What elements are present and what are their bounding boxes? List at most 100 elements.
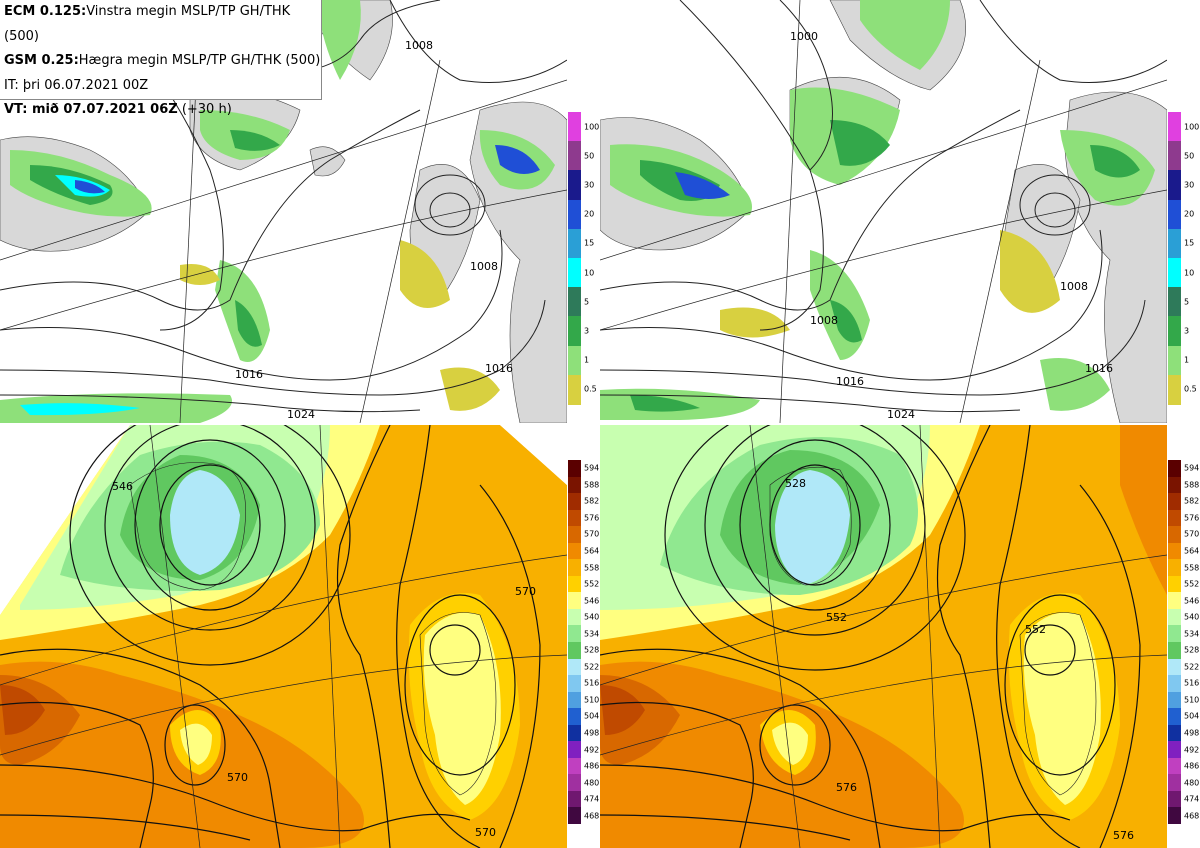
colorbar-label: 498 [1184,728,1200,738]
colorbar-label: 10 [584,268,595,278]
colorbar-label: 480 [1184,778,1200,788]
colorbar-swatch [568,675,581,693]
colorbar-label: 50 [584,151,595,161]
colorbar-swatch [1168,741,1181,759]
colorbar-swatch [568,199,581,230]
colorbar-label: 498 [584,728,600,738]
colorbar-swatch [568,575,581,593]
forecast-info-box: ECM 0.125:Vinstra megin MSLP/TP GH/THK (… [0,0,322,117]
colorbar-swatch [568,642,581,659]
colorbar-label: 10 [1184,268,1195,278]
ecm-500hpa-thickness-map: 546 570 570 570 [0,425,567,848]
colorbar-swatch [1168,258,1181,288]
colorbar-swatch [568,287,581,318]
colorbar-swatch [568,316,581,347]
colorbar-label: 552 [584,579,600,589]
colorbar-swatch [1168,509,1181,527]
colorbar-swatch [568,691,581,709]
colorbar-swatch [1168,493,1181,511]
bl-thickness-label: 546 [112,480,133,493]
colorbar-label: 20 [1184,209,1195,219]
colorbar-label: 540 [1184,612,1200,622]
colorbar-label: 540 [584,612,600,622]
colorbar-label: 528 [1184,645,1200,655]
colorbar-label: 492 [584,745,600,755]
colorbar-label: 558 [584,563,600,573]
colorbar-label: 486 [1184,761,1200,771]
colorbar-label: 564 [1184,546,1200,556]
colorbar-label: 30 [1184,180,1195,190]
colorbar-label: 474 [584,794,600,804]
colorbar-swatch [568,258,581,288]
colorbar-label: 522 [584,662,600,672]
colorbar-swatch [1168,112,1181,142]
colorbar-label: 576 [1184,513,1200,523]
valid-time: VT: mið 07.07.2021 06Z [4,102,178,117]
colorbar-swatch [568,774,581,792]
colorbar-label: 504 [584,711,600,721]
colorbar-swatch [568,141,581,172]
colorbar-label: 0.5 [584,384,597,394]
colorbar-swatch [568,559,581,577]
colorbar-label: 522 [1184,662,1200,672]
colorbar-label: 468 [584,811,600,821]
colorbar-label: 558 [1184,563,1200,573]
colorbar-label: 570 [1184,529,1200,539]
ecm-mslp-precip-map: 1008 1016 1008 1016 1024 ECM 0.125:Vinst… [0,0,567,423]
br-thickness-label: 576 [836,781,857,794]
colorbar-swatch [568,658,581,676]
colorbar-swatch [1168,374,1181,405]
colorbar-label: 528 [584,645,600,655]
br-thickness-label: 552 [1025,623,1046,636]
colorbar-swatch [568,790,581,808]
colorbar-swatch [1168,228,1181,259]
colorbar-swatch [1168,675,1181,693]
colorbar-label: 492 [1184,745,1200,755]
colorbar-swatch [568,526,581,544]
colorbar-label: 486 [584,761,600,771]
colorbar-label: 30 [584,180,595,190]
colorbar-swatch [1168,575,1181,593]
colorbar-label: 576 [584,513,600,523]
colorbar-swatch [568,374,581,405]
colorbar-swatch [1168,316,1181,347]
colorbar-swatch [1168,199,1181,230]
tr-isobar-label: 1008 [1060,280,1088,293]
colorbar-label: 570 [584,529,600,539]
tr-isobar-label: 1016 [1085,362,1113,375]
colorbar-swatch [1168,526,1181,544]
colorbar-swatch [1168,774,1181,792]
tr-isobar-label: 1000 [790,30,818,43]
bl-thickness-label: 570 [227,771,248,784]
ecm-model-label: ECM 0.125: [4,4,87,19]
colorbar-swatch [1168,807,1181,825]
colorbar-swatch [1168,559,1181,577]
colorbar-swatch [568,708,581,726]
colorbar-swatch [568,724,581,742]
tr-isobar-label: 1008 [810,314,838,327]
tl-isobar-label: 1016 [235,368,263,381]
ecm-description: Vinstra megin MSLP/TP GH/THK (500) [4,4,291,44]
br-thickness-label: 528 [785,477,806,490]
bl-thickness-label: 570 [475,826,496,839]
colorbar-label: 480 [584,778,600,788]
gsm-mslp-precip-map: 1000 1008 1016 1008 1016 1024 [600,0,1167,423]
colorbar-swatch [568,460,581,477]
colorbar-swatch [568,345,581,376]
colorbar-label: 546 [1184,596,1200,606]
bl-thickness-label: 570 [515,585,536,598]
colorbar-label: 564 [584,546,600,556]
colorbar-label: 15 [1184,238,1195,248]
colorbar-swatch [1168,790,1181,808]
br-thickness-label: 576 [1113,829,1134,842]
colorbar-label: 100 [1184,122,1200,132]
colorbar-label: 594 [584,463,600,473]
colorbar-swatch [568,170,581,201]
colorbar-swatch [1168,476,1181,494]
colorbar-label: 534 [584,629,600,639]
colorbar-swatch [1168,345,1181,376]
colorbar-swatch [568,807,581,825]
colorbar-label: 0.5 [1184,384,1197,394]
colorbar-swatch [568,757,581,775]
colorbar-swatch [568,741,581,759]
